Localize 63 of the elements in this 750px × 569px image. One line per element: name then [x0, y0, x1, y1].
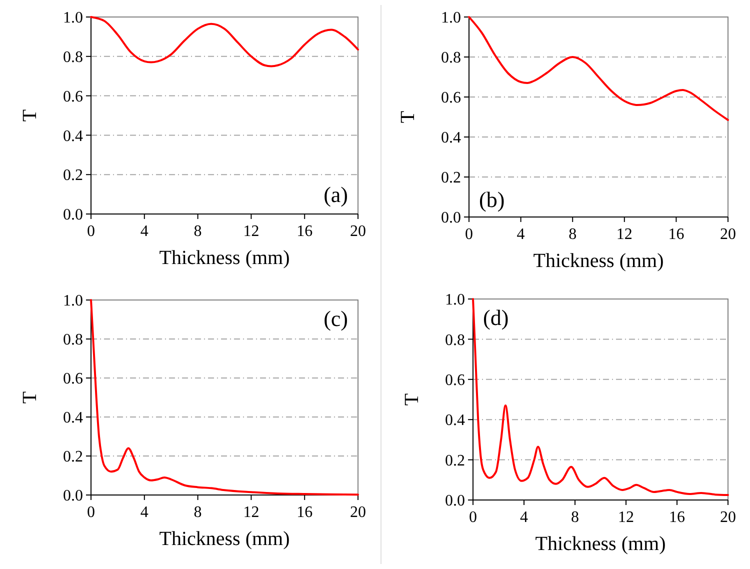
y-tick-label: 0.8: [445, 332, 465, 349]
y-tick-label: 0.0: [63, 206, 83, 224]
annotation: (c): [324, 306, 348, 331]
x-tick-label: 8: [194, 504, 202, 521]
y-tick-label: 0.6: [441, 90, 461, 107]
x-tick-label: 12: [616, 226, 632, 243]
x-tick-label: 4: [140, 223, 148, 240]
y-tick-label: 1.0: [63, 10, 83, 27]
y-tick-label: 0.8: [63, 49, 83, 66]
annotation: (a): [324, 182, 348, 207]
x-tick-label: 0: [465, 226, 473, 243]
y-axis-title: T: [397, 110, 419, 124]
y-axis-title: T: [19, 109, 41, 122]
y-axis-title: T: [19, 391, 41, 404]
x-tick-label: 12: [243, 504, 260, 521]
x-tick-label: 4: [516, 226, 525, 243]
x-tick-label: 20: [720, 226, 736, 243]
x-axis-title: Thickness (mm): [533, 250, 664, 272]
x-tick-label: 12: [618, 509, 634, 526]
y-tick-label: 0.8: [441, 50, 461, 67]
y-tick-label: 0.6: [63, 88, 83, 106]
y-tick-label: 0.2: [441, 170, 461, 187]
x-tick-label: 0: [87, 223, 95, 240]
y-tick-label: 0.6: [63, 370, 83, 388]
y-tick-label: 0.0: [441, 210, 461, 227]
x-tick-label: 12: [243, 223, 260, 240]
annotation: (d): [483, 305, 509, 330]
x-tick-label: 8: [568, 226, 577, 243]
x-axis-title: Thickness (mm): [159, 528, 290, 550]
y-tick-label: 0.4: [63, 410, 83, 427]
y-tick-label: 0.2: [63, 448, 83, 466]
x-tick-label: 20: [350, 223, 366, 240]
x-tick-label: 20: [720, 509, 736, 526]
x-tick-label: 16: [296, 223, 313, 240]
y-axis-title: T: [401, 393, 423, 406]
line-series: [468, 16, 729, 121]
x-tick-label: 4: [520, 509, 528, 526]
y-tick-label: 1.0: [441, 10, 461, 27]
x-tick-label: 4: [140, 504, 148, 521]
x-tick-label: 20: [350, 504, 366, 521]
y-tick-label: 0.4: [441, 130, 461, 147]
y-tick-label: 0.2: [63, 167, 83, 184]
x-tick-label: 8: [571, 509, 579, 526]
y-tick-label: 0.8: [63, 332, 83, 349]
x-axis-title: Thickness (mm): [535, 533, 666, 555]
y-tick-label: 1.0: [445, 292, 465, 309]
x-tick-label: 0: [469, 509, 477, 526]
y-tick-label: 1.0: [63, 292, 83, 310]
y-tick-label: 0.0: [63, 488, 83, 505]
x-tick-label: 16: [668, 226, 684, 243]
x-tick-label: 16: [669, 509, 685, 526]
y-tick-label: 0.6: [445, 372, 465, 389]
x-axis-title: Thickness (mm): [159, 247, 290, 269]
line-series: [90, 16, 359, 68]
y-tick-label: 0.4: [445, 412, 465, 430]
x-tick-label: 8: [194, 223, 202, 240]
line-series: [472, 298, 729, 496]
x-tick-label: 16: [296, 504, 313, 521]
y-tick-label: 0.4: [63, 128, 83, 145]
y-tick-label: 0.2: [445, 452, 465, 470]
x-tick-label: 0: [87, 504, 95, 521]
annotation: (b): [479, 187, 505, 212]
y-tick-label: 0.0: [445, 492, 465, 510]
